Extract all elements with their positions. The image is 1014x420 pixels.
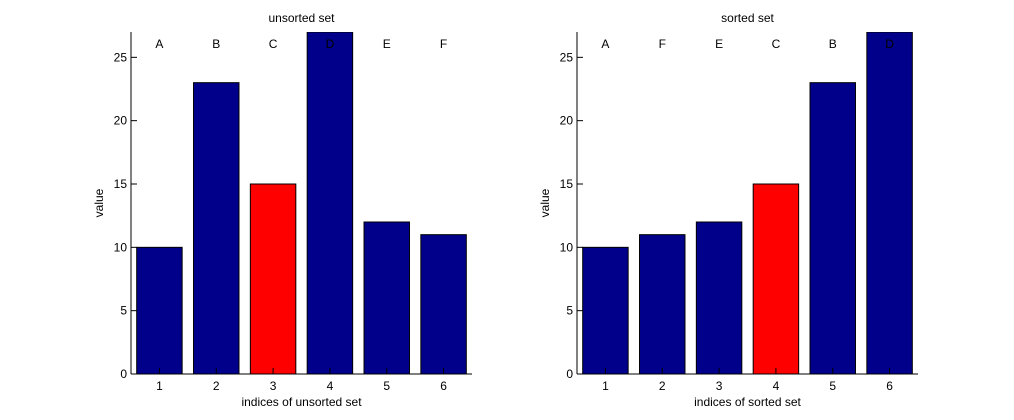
y-tick-label: 5: [566, 304, 573, 318]
y-tick-label: 0: [120, 367, 127, 381]
x-tick-label: 5: [829, 379, 836, 393]
x-axis-label: indices of unsorted set: [241, 395, 362, 409]
bar-letter-label: E: [383, 37, 391, 51]
y-tick-label: 5: [120, 304, 127, 318]
bar-highlighted: [249, 183, 297, 374]
bar-letter-label: E: [715, 37, 723, 51]
x-axis-label: indices of sorted set: [694, 395, 801, 409]
x-tick-label: 1: [602, 379, 609, 393]
y-tick-label: 25: [560, 50, 574, 64]
y-tick-label: 20: [560, 114, 574, 128]
chart-title: unsorted set: [268, 11, 335, 25]
y-tick-label: 15: [560, 177, 574, 191]
bar-letter-label: A: [601, 37, 609, 51]
y-tick-label: 0: [566, 367, 573, 381]
y-tick-label: 10: [560, 240, 574, 254]
bar: [306, 32, 354, 374]
chart-sorted-set: sorted set A F E C B D 0 5 10 15 20 25 1 2 3 4 5 6 indices …: [538, 11, 918, 409]
bar-letter-label: A: [155, 37, 163, 51]
x-tick-label: 5: [383, 379, 390, 393]
bar-letter-label: B: [829, 37, 837, 51]
y-tick-label: 15: [114, 177, 128, 191]
bar: [695, 221, 743, 374]
bars-group: [136, 32, 467, 374]
x-tick-label: 4: [327, 379, 334, 393]
bar: [582, 246, 629, 374]
y-tick-label: 10: [114, 240, 128, 254]
bar: [136, 246, 183, 374]
bar-highlighted: [752, 183, 800, 374]
bar: [866, 32, 913, 374]
chart-title: sorted set: [721, 11, 774, 25]
y-axis-label: value: [538, 188, 552, 217]
x-tick-label: 2: [213, 379, 220, 393]
y-tick-label: 20: [114, 114, 128, 128]
x-tick-label: 4: [773, 379, 780, 393]
bar: [363, 221, 410, 374]
y-tick-label: 25: [114, 50, 128, 64]
bar-letter-label: C: [772, 37, 781, 51]
x-tick-label: 2: [659, 379, 666, 393]
x-tick-label: 6: [440, 379, 447, 393]
x-tick-label: 3: [716, 379, 723, 393]
bar-letter-label: F: [659, 37, 666, 51]
x-tick-label: 6: [886, 379, 893, 393]
bars-group: [582, 32, 913, 374]
bar-letter-label: F: [440, 37, 447, 51]
bar-letter-label: C: [269, 37, 278, 51]
x-tick-label: 3: [270, 379, 277, 393]
bar-letter-label: D: [885, 37, 894, 51]
bar: [420, 234, 467, 374]
chart-unsorted-set: unsorted set A B C D E F 0 5 10 15 20 25 1 2 3 4 5 6 indice…: [92, 11, 472, 409]
bar-letter-label: D: [326, 37, 335, 51]
bar: [639, 234, 686, 374]
y-axis-label: value: [92, 188, 106, 217]
bar: [193, 82, 240, 374]
bar: [809, 82, 856, 374]
bar-letter-label: B: [212, 37, 220, 51]
x-tick-label: 1: [156, 379, 163, 393]
